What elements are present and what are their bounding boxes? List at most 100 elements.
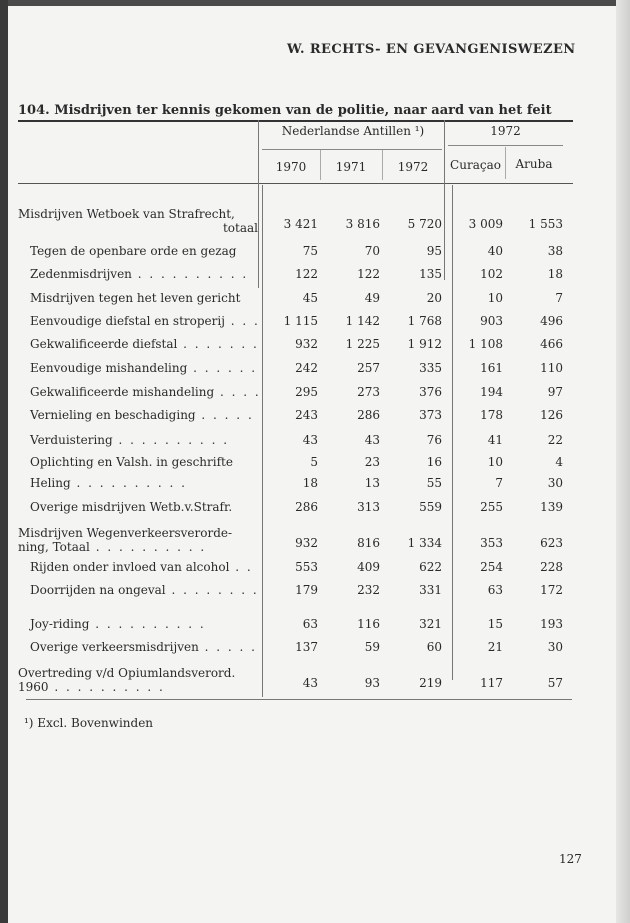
cell-1971: 122 [357, 267, 380, 281]
cell-1971: 93 [364, 676, 380, 690]
cell-curacao: 254 [480, 560, 503, 574]
row-label: Eenvoudige diefstal en stroperij [18, 314, 264, 330]
cell-aruba: 57 [547, 676, 563, 690]
divider-sub2 [382, 150, 383, 180]
cell-aruba: 228 [540, 560, 563, 574]
cell-1971: 816 [357, 536, 380, 550]
row-label-text: Zedenmisdrijven [30, 267, 262, 281]
cell-1971: 313 [357, 500, 380, 514]
cell-aruba: 30 [547, 640, 563, 654]
row-label-text: Tegen de openbare orde en gezag [30, 244, 237, 258]
cell-curacao: 63 [487, 583, 503, 597]
cell-1971: 70 [364, 244, 380, 258]
cell-aruba: 126 [540, 408, 563, 422]
cell-1972: 376 [419, 385, 442, 399]
row-label-text: Misdrijven tegen het leven gericht [30, 291, 241, 305]
cell-1972: 60 [426, 640, 442, 654]
scan-edge-top [0, 0, 630, 6]
cell-1970: 63 [302, 617, 318, 631]
row-label-text: Gekwalificeerde diefstal [30, 337, 262, 353]
divider-label-body [262, 185, 263, 697]
row-label: Oplichting en Valsh. in geschrifte [18, 455, 264, 471]
row-label-text: Eenvoudige mishandeling [30, 361, 262, 377]
cell-curacao: 117 [480, 676, 503, 690]
cell-curacao: 7 [495, 476, 503, 490]
row-label-text: Gekwalificeerde mishandeling [30, 385, 262, 401]
cell-1970: 45 [302, 291, 318, 305]
cell-aruba: 172 [540, 583, 563, 597]
cell-1972: 331 [419, 583, 442, 597]
cell-1970: 286 [295, 500, 318, 514]
row-label-continuation: 1960 [18, 680, 262, 694]
cell-1971: 273 [357, 385, 380, 399]
cell-curacao: 1 108 [468, 337, 503, 351]
cell-aruba: 18 [547, 267, 563, 281]
cell-curacao: 40 [487, 244, 503, 258]
cell-1972: 95 [426, 244, 442, 258]
cell-curacao: 353 [480, 536, 503, 550]
divider-sub4 [505, 147, 506, 179]
cell-1972: 1 912 [407, 337, 442, 351]
row-label-continuation: ning, Totaal [18, 540, 262, 554]
cell-1972: 373 [419, 408, 442, 422]
cell-aruba: 4 [555, 455, 563, 469]
cell-1971: 1 142 [345, 314, 380, 328]
rule-header-bottom [18, 183, 573, 184]
table-title: 104. Misdrijven ter kennis gekomen van d… [18, 103, 552, 118]
column-header-1972: 1972 [397, 160, 429, 174]
cell-1972: 1 334 [407, 536, 442, 550]
cell-curacao: 255 [480, 500, 503, 514]
row-label: Overtreding v/d Opiumlandsverord. 1960 [18, 666, 264, 696]
cell-aruba: 110 [540, 361, 563, 375]
scan-edge-left [0, 0, 8, 923]
cell-aruba: 193 [540, 617, 563, 631]
cell-aruba: 1 553 [528, 217, 563, 231]
column-header-1970: 1970 [275, 160, 307, 174]
cell-curacao: 102 [480, 267, 503, 281]
cell-curacao: 194 [480, 385, 503, 399]
column-group-nederlandse-antillen: Nederlandse Antillen ¹) [281, 124, 425, 138]
row-label-text: Eenvoudige diefstal en stroperij [30, 314, 262, 330]
cell-1970: 243 [295, 408, 318, 422]
column-group-1972: 1972 [490, 124, 521, 138]
cell-1971: 232 [357, 583, 380, 597]
row-label: Overige verkeersmisdrijven [18, 640, 264, 656]
scan-edge-right [616, 0, 630, 923]
row-label: Gekwalificeerde diefstal [18, 337, 264, 353]
cell-aruba: 466 [540, 337, 563, 351]
cell-aruba: 496 [540, 314, 563, 328]
row-label-text: Oplichting en Valsh. in geschrifte [30, 455, 233, 469]
page-number: 127 [559, 852, 582, 866]
cell-1972: 20 [426, 291, 442, 305]
cell-aruba: 139 [540, 500, 563, 514]
cell-curacao: 10 [487, 291, 503, 305]
cell-aruba: 22 [547, 433, 563, 447]
cell-1971: 49 [364, 291, 380, 305]
row-label: Tegen de openbare orde en gezag [18, 244, 264, 260]
footnote: ¹) Excl. Bovenwinden [24, 716, 154, 730]
cell-aruba: 623 [540, 536, 563, 550]
cell-1970: 18 [302, 476, 318, 490]
row-label: Gekwalificeerde mishandeling [18, 385, 264, 401]
row-label: Misdrijven tegen het leven gericht [18, 291, 264, 307]
cell-1971: 1 225 [345, 337, 380, 351]
cell-curacao: 178 [480, 408, 503, 422]
divider-label [258, 120, 259, 288]
row-label: Zedenmisdrijven [18, 267, 264, 283]
cell-1971: 409 [357, 560, 380, 574]
cell-1970: 179 [295, 583, 318, 597]
cell-aruba: 7 [555, 291, 563, 305]
rule-group1 [262, 149, 442, 150]
cell-1970: 553 [295, 560, 318, 574]
cell-aruba: 97 [547, 385, 563, 399]
cell-curacao: 3 009 [468, 217, 503, 231]
rule-top [18, 120, 573, 122]
running-header: W. RECHTS- EN GEVANGENISWEZEN [287, 42, 576, 57]
cell-1970: 137 [295, 640, 318, 654]
row-label-text: Overige verkeersmisdrijven [30, 640, 262, 656]
cell-1972: 55 [426, 476, 442, 490]
row-label-text: Overtreding v/d Opiumlandsverord. [18, 666, 236, 680]
rule-bottom [26, 699, 572, 700]
row-label-text: Misdrijven Wetboek van Strafrecht, [18, 207, 235, 221]
row-label-text: Joy-riding [30, 617, 262, 631]
